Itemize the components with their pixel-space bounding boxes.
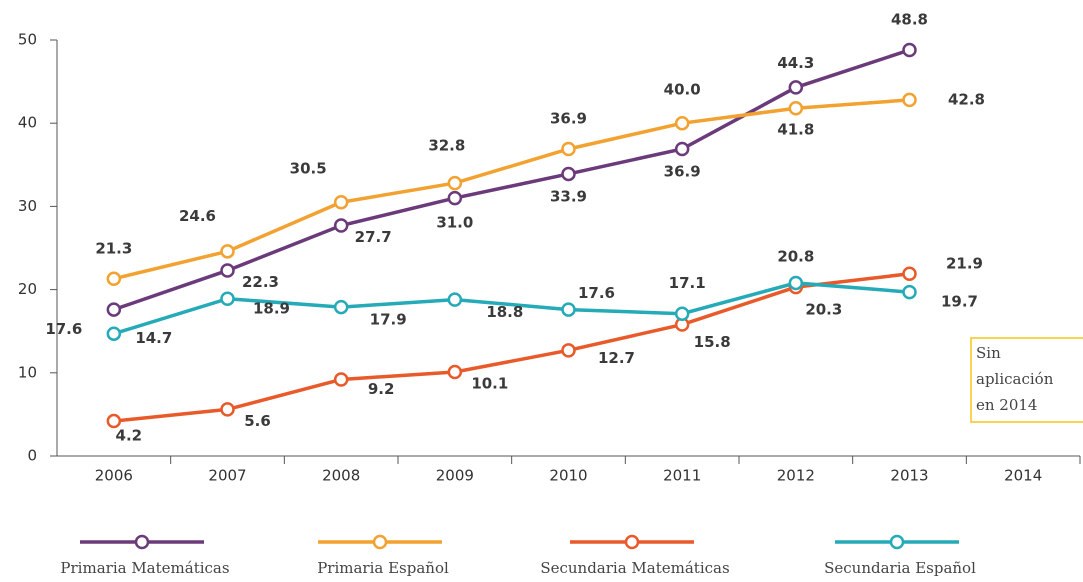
x-tick-label: 2007: [208, 467, 246, 485]
x-tick-label: 2012: [777, 467, 815, 485]
data-label: 36.9: [550, 109, 587, 127]
legend-label: Secundaria Matemáticas: [540, 559, 729, 577]
data-label: 20.8: [777, 247, 814, 265]
data-point: [333, 218, 349, 233]
legend-marker: [372, 534, 388, 550]
annotation-text: Sin: [976, 344, 1001, 362]
data-point: [788, 275, 804, 291]
data-point: [333, 299, 349, 315]
data-label: 15.8: [694, 333, 731, 351]
data-label: 17.6: [45, 320, 82, 338]
data-point: [447, 175, 463, 191]
series-line: [113, 272, 910, 423]
y-tick-label: 40: [18, 114, 37, 132]
data-point: [674, 115, 690, 131]
x-tick-label: 2008: [322, 467, 360, 485]
data-label: 48.8: [891, 10, 928, 28]
data-point: [788, 80, 804, 95]
data-label: 27.7: [355, 228, 392, 246]
y-tick-label: 10: [18, 363, 37, 381]
data-label: 5.6: [244, 412, 271, 430]
data-label: 17.6: [578, 284, 615, 302]
data-point: [788, 100, 804, 116]
legend-marker: [134, 534, 150, 550]
data-point: [902, 266, 917, 282]
data-point: [220, 402, 235, 417]
series-line: [113, 281, 910, 336]
y-tick-label: 20: [18, 280, 37, 298]
data-label: 30.5: [290, 160, 327, 178]
data-point: [220, 291, 235, 307]
annotation-box: [970, 337, 1083, 423]
data-label: 42.8: [948, 90, 985, 108]
series-line: [113, 98, 910, 281]
x-tick-label: 2014: [1004, 467, 1042, 485]
data-point: [333, 372, 349, 387]
data-point: [902, 42, 917, 58]
x-tick-label: 2006: [95, 467, 133, 485]
annotation-text: en 2014: [976, 396, 1037, 414]
data-point: [106, 271, 122, 287]
data-label: 14.7: [135, 329, 172, 347]
data-point: [106, 302, 122, 317]
legend-marker: [889, 534, 905, 550]
data-label: 18.9: [253, 299, 290, 317]
x-tick-label: 2009: [436, 467, 474, 485]
legend-label: Secundaria Español: [824, 559, 976, 577]
data-point: [220, 244, 235, 259]
data-point: [674, 141, 690, 157]
data-point: [561, 166, 576, 182]
y-tick-label: 0: [27, 447, 37, 465]
data-label: 36.9: [664, 162, 701, 180]
annotation-text: aplicación: [976, 370, 1054, 388]
x-tick-label: 2013: [890, 467, 928, 485]
data-label: 9.2: [368, 380, 395, 398]
data-label: 31.0: [436, 214, 473, 232]
data-label: 24.6: [179, 207, 216, 225]
data-point: [447, 292, 463, 307]
data-point: [674, 306, 690, 321]
data-label: 33.9: [550, 187, 587, 205]
data-label: 17.9: [370, 311, 407, 329]
data-point: [561, 141, 576, 157]
data-label: 32.8: [428, 137, 465, 155]
data-label: 40.0: [664, 81, 701, 99]
data-label: 19.7: [941, 293, 978, 311]
data-label: 12.7: [598, 349, 635, 367]
x-tick-label: 2010: [549, 467, 587, 485]
x-tick-label: 2011: [663, 467, 701, 485]
data-label: 41.8: [777, 121, 814, 139]
data-point: [333, 194, 349, 210]
data-label: 20.3: [805, 301, 842, 319]
data-point: [561, 302, 576, 317]
data-label: 44.3: [777, 54, 814, 72]
data-point: [220, 263, 235, 278]
data-label: 18.8: [486, 303, 523, 321]
data-label: 21.3: [95, 239, 132, 257]
data-point: [561, 343, 576, 358]
y-tick-label: 50: [18, 31, 37, 49]
data-point: [902, 284, 917, 300]
data-point: [106, 326, 122, 341]
data-label: 10.1: [471, 374, 508, 392]
series-line: [113, 48, 911, 312]
legend-marker: [624, 534, 640, 550]
data-label: 22.3: [242, 273, 279, 291]
data-label: 4.2: [116, 427, 143, 445]
data-point: [106, 413, 122, 429]
data-label: 17.1: [669, 274, 706, 292]
data-point: [447, 364, 463, 380]
legend-label: Primaria Español: [317, 559, 449, 577]
data-label: 21.9: [946, 254, 983, 272]
data-point: [447, 190, 463, 206]
data-point: [902, 92, 917, 108]
y-tick-label: 30: [18, 197, 37, 215]
legend-label: Primaria Matemáticas: [60, 559, 229, 577]
